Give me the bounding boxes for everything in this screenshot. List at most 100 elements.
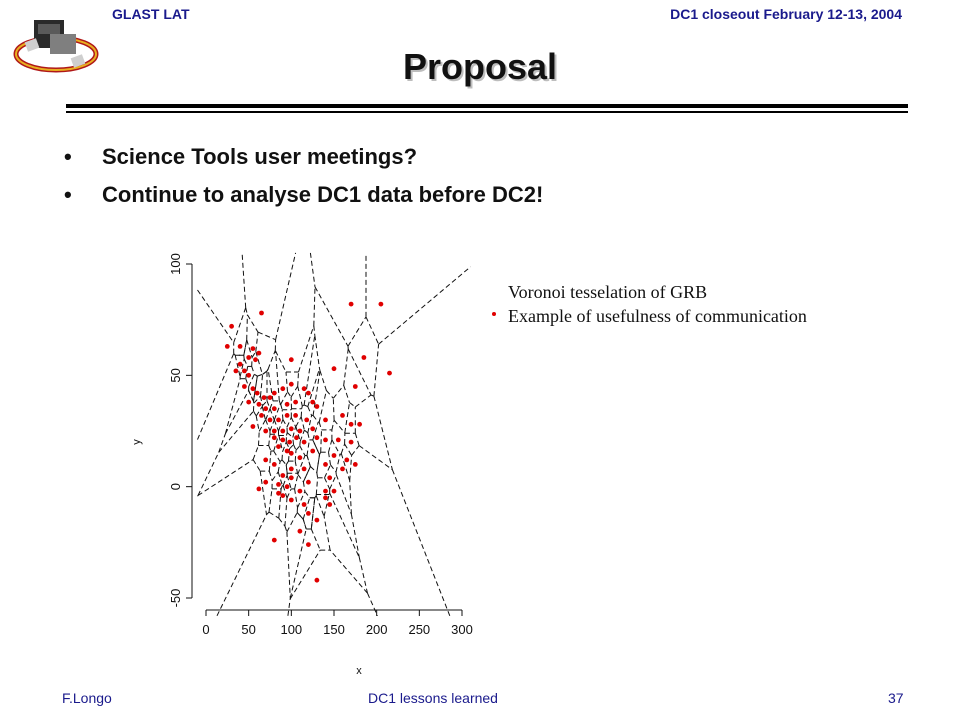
voronoi-edge (329, 549, 368, 594)
x-tick-label: 50 (241, 622, 255, 637)
voronoi-edge (310, 497, 316, 530)
data-point (306, 479, 311, 485)
data-point (293, 413, 298, 418)
voronoi-edge (292, 437, 294, 445)
data-point (314, 435, 320, 441)
voronoi-edge (253, 410, 257, 417)
voronoi-edge (313, 325, 316, 336)
voronoi-edge (286, 531, 291, 599)
voronoi-edge (282, 442, 287, 452)
voronoi-edge (286, 417, 292, 428)
data-point (340, 466, 345, 472)
voronoi-edge (251, 351, 257, 358)
data-point (387, 370, 392, 376)
data-point (253, 357, 258, 363)
voronoi-edge (373, 344, 380, 397)
voronoi-edge (299, 430, 305, 442)
voronoi-edge (253, 376, 258, 402)
data-point (323, 488, 328, 494)
voronoi-edge (224, 390, 250, 434)
voronoi-edge (328, 439, 333, 453)
voronoi-edge (304, 429, 309, 434)
voronoi-edge (310, 466, 318, 473)
x-tick-label: 200 (366, 622, 388, 637)
voronoi-edge (343, 348, 349, 386)
voronoi-edge (304, 491, 311, 499)
voronoi-edge (262, 370, 268, 375)
voronoi-edge (280, 485, 283, 490)
voronoi-edge (295, 445, 301, 451)
data-point (246, 399, 252, 405)
data-point (327, 475, 333, 481)
data-point (284, 484, 290, 490)
data-point (263, 457, 269, 463)
voronoi-edge (257, 373, 263, 377)
voronoi-edge (378, 266, 471, 345)
data-point (271, 406, 277, 412)
voronoi-edge (349, 402, 356, 408)
data-point (331, 453, 337, 458)
data-point (276, 444, 281, 449)
voronoi-edge (278, 419, 284, 432)
data-point (314, 404, 320, 409)
title-divider (66, 104, 908, 113)
voronoi-edge (289, 549, 321, 600)
voronoi-edge (245, 366, 249, 379)
bullet-list: • Science Tools user meetings? • Continue … (64, 138, 543, 214)
voronoi-edge (290, 417, 297, 427)
data-point (271, 462, 277, 467)
data-point (323, 417, 328, 423)
voronoi-edge (266, 368, 269, 372)
voronoi-edge (315, 477, 319, 495)
voronoi-edge (269, 419, 275, 432)
voronoi-edge (332, 398, 335, 421)
voronoi-edge (391, 469, 451, 616)
voronoi-edge (273, 450, 281, 462)
voronoi-edge (358, 557, 368, 594)
voronoi-edge (273, 434, 280, 452)
voronoi-edge (307, 415, 313, 434)
data-point (237, 361, 243, 367)
voronoi-edge (314, 335, 320, 369)
voronoi-edge (255, 415, 260, 432)
voronoi-edge (333, 419, 346, 434)
data-point (280, 473, 286, 478)
voronoi-edge (243, 339, 248, 356)
data-point (310, 399, 316, 405)
voronoi-edge (258, 419, 266, 432)
voronoi-edge (197, 495, 199, 497)
voronoi-edge (358, 445, 393, 471)
data-point (246, 355, 252, 360)
footer-author: F.Longo (62, 690, 112, 706)
data-point (352, 384, 358, 389)
footer-title: DC1 lessons learned (368, 690, 498, 706)
data-point (233, 368, 239, 374)
data-point (280, 493, 286, 498)
voronoi-edge (294, 450, 297, 462)
data-point (288, 497, 294, 503)
voronoi-edge (197, 353, 235, 440)
x-tick-label: 100 (280, 622, 302, 637)
voronoi-edge (349, 480, 352, 515)
x-tick-label: 0 (202, 622, 209, 637)
voronoi-edge (266, 400, 271, 409)
voronoi-edge (289, 444, 294, 450)
y-tick-label: -50 (168, 589, 183, 608)
data-point (288, 450, 294, 456)
voronoi-edge (298, 325, 315, 373)
voronoi-edge (248, 390, 254, 402)
voronoi-edge (286, 475, 292, 490)
data-point (348, 421, 354, 427)
voronoi-edge (320, 429, 322, 453)
x-axis-label: x (356, 665, 362, 677)
voronoi-edge (297, 386, 303, 407)
voronoi-edge (278, 400, 281, 405)
data-point (276, 417, 281, 423)
voronoi-edge (287, 598, 291, 616)
voronoi-edge (331, 439, 341, 456)
data-point (267, 395, 273, 400)
voronoi-edge (233, 353, 236, 356)
voronoi-edge (340, 443, 346, 454)
data-point (224, 344, 230, 349)
voronoi-edge (302, 466, 311, 483)
